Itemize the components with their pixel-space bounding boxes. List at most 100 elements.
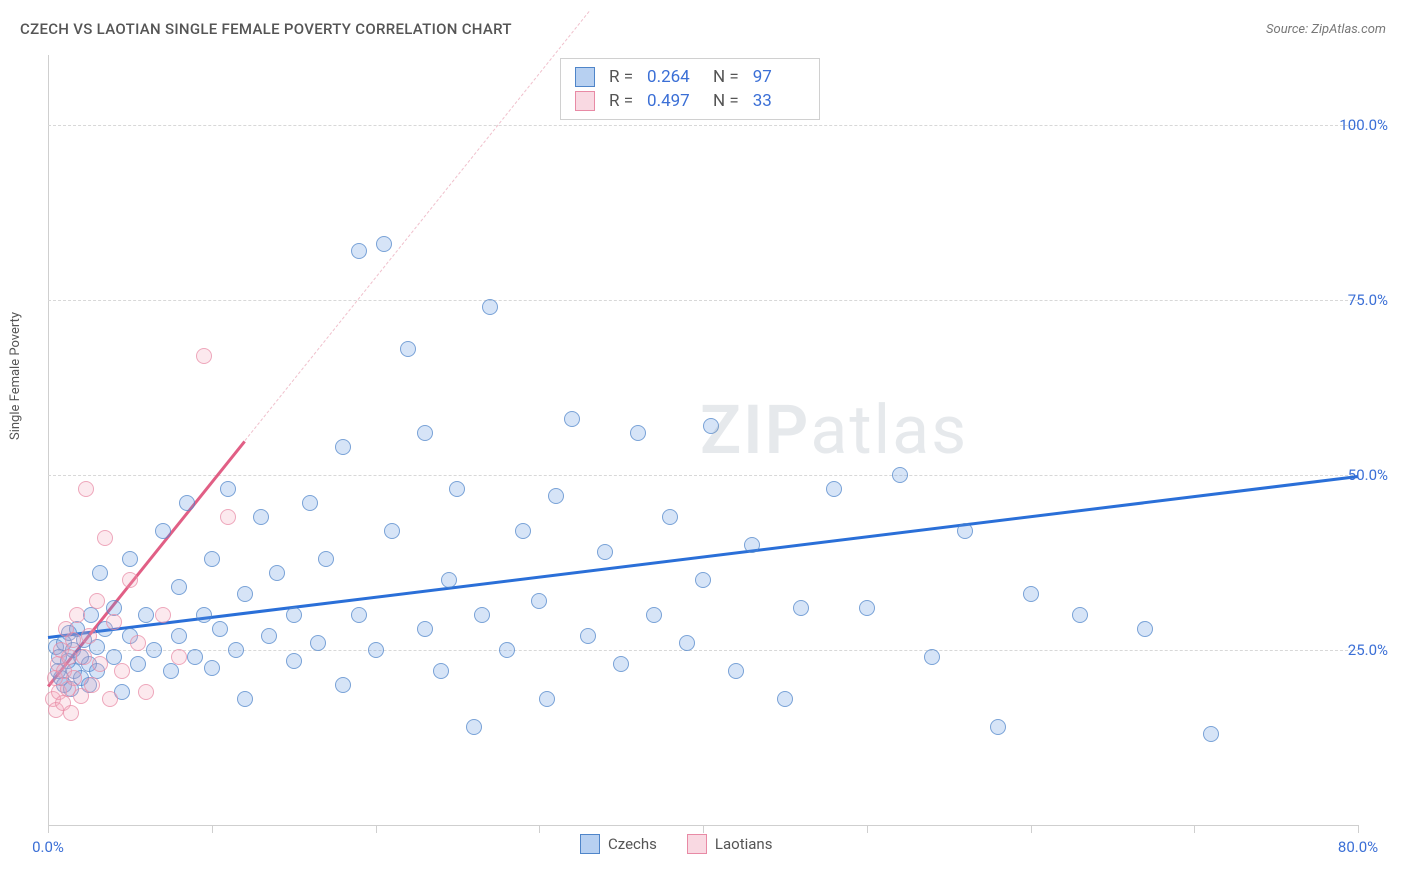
data-point bbox=[384, 523, 400, 539]
stats-row-laotians: R = 0.497 N = 33 bbox=[575, 89, 805, 113]
data-point bbox=[662, 509, 678, 525]
data-point bbox=[84, 677, 100, 693]
data-point bbox=[114, 663, 130, 679]
data-point bbox=[1137, 621, 1153, 637]
data-point bbox=[515, 523, 531, 539]
data-point bbox=[744, 537, 760, 553]
data-point bbox=[97, 530, 113, 546]
data-point bbox=[237, 691, 253, 707]
source-label: Source: ZipAtlas.com bbox=[1266, 22, 1386, 37]
r-value-laotians: 0.497 bbox=[647, 91, 699, 111]
data-point bbox=[212, 621, 228, 637]
data-point bbox=[728, 663, 744, 679]
n-label: N = bbox=[713, 67, 739, 87]
data-point bbox=[793, 600, 809, 616]
data-point bbox=[335, 677, 351, 693]
data-point bbox=[69, 607, 85, 623]
data-point bbox=[237, 586, 253, 602]
data-point bbox=[138, 684, 154, 700]
swatch-laotians bbox=[575, 91, 595, 111]
data-point bbox=[102, 691, 118, 707]
data-point bbox=[204, 551, 220, 567]
data-point bbox=[957, 523, 973, 539]
legend-label-laotians: Laotians bbox=[715, 835, 773, 853]
data-point bbox=[924, 649, 940, 665]
trend-line-ext bbox=[244, 11, 589, 440]
data-point bbox=[196, 607, 212, 623]
data-point bbox=[351, 243, 367, 259]
x-tick-label: 0.0% bbox=[32, 838, 64, 856]
data-point bbox=[196, 348, 212, 364]
data-point bbox=[400, 341, 416, 357]
r-label: R = bbox=[609, 91, 633, 111]
y-tick-label: 75.0% bbox=[1348, 291, 1388, 309]
swatch-czechs bbox=[575, 67, 595, 87]
data-point bbox=[171, 579, 187, 595]
data-point bbox=[679, 635, 695, 651]
data-point bbox=[449, 481, 465, 497]
data-point bbox=[106, 614, 122, 630]
data-point bbox=[368, 642, 384, 658]
data-point bbox=[539, 691, 555, 707]
data-point bbox=[892, 467, 908, 483]
data-point bbox=[859, 600, 875, 616]
trend-line bbox=[48, 475, 1358, 638]
data-point bbox=[531, 593, 547, 609]
data-point bbox=[613, 656, 629, 672]
data-point bbox=[335, 439, 351, 455]
n-value-czechs: 97 bbox=[753, 67, 805, 87]
data-point bbox=[220, 481, 236, 497]
y-tick-label: 25.0% bbox=[1348, 641, 1388, 659]
data-point bbox=[777, 691, 793, 707]
data-point bbox=[146, 642, 162, 658]
data-point bbox=[66, 670, 82, 686]
data-point bbox=[548, 488, 564, 504]
stats-row-czechs: R = 0.264 N = 97 bbox=[575, 65, 805, 89]
data-point bbox=[433, 663, 449, 679]
data-point bbox=[171, 628, 187, 644]
data-point bbox=[318, 551, 334, 567]
data-point bbox=[171, 649, 187, 665]
data-point bbox=[376, 236, 392, 252]
x-tick-label: 80.0% bbox=[1338, 838, 1378, 856]
n-label: N = bbox=[713, 91, 739, 111]
data-point bbox=[155, 523, 171, 539]
data-point bbox=[61, 649, 77, 665]
legend-swatch-czechs bbox=[580, 834, 600, 854]
data-point bbox=[179, 495, 195, 511]
data-point bbox=[138, 607, 154, 623]
data-point bbox=[228, 642, 244, 658]
data-point bbox=[81, 628, 97, 644]
data-point bbox=[204, 660, 220, 676]
data-point bbox=[310, 635, 326, 651]
data-point bbox=[351, 607, 367, 623]
y-tick-label: 50.0% bbox=[1348, 466, 1388, 484]
data-point bbox=[482, 299, 498, 315]
data-point bbox=[417, 621, 433, 637]
data-point bbox=[130, 635, 146, 651]
data-point bbox=[76, 649, 92, 665]
data-point bbox=[580, 628, 596, 644]
r-label: R = bbox=[609, 67, 633, 87]
legend-item-czechs: Czechs bbox=[580, 834, 657, 854]
data-point bbox=[597, 544, 613, 560]
data-point bbox=[1072, 607, 1088, 623]
data-point bbox=[646, 607, 662, 623]
data-point bbox=[499, 642, 515, 658]
stats-box: R = 0.264 N = 97 R = 0.497 N = 33 bbox=[560, 58, 820, 120]
data-point bbox=[826, 481, 842, 497]
data-point bbox=[466, 719, 482, 735]
legend-label-czechs: Czechs bbox=[608, 835, 657, 853]
data-point bbox=[220, 509, 236, 525]
r-value-czechs: 0.264 bbox=[647, 67, 699, 87]
data-point bbox=[302, 495, 318, 511]
y-axis-label: Single Female Poverty bbox=[8, 312, 23, 440]
data-point bbox=[163, 663, 179, 679]
data-point bbox=[286, 653, 302, 669]
data-point bbox=[253, 509, 269, 525]
data-point bbox=[286, 607, 302, 623]
data-point bbox=[630, 425, 646, 441]
data-point bbox=[187, 649, 203, 665]
data-point bbox=[1023, 586, 1039, 602]
data-point bbox=[1203, 726, 1219, 742]
